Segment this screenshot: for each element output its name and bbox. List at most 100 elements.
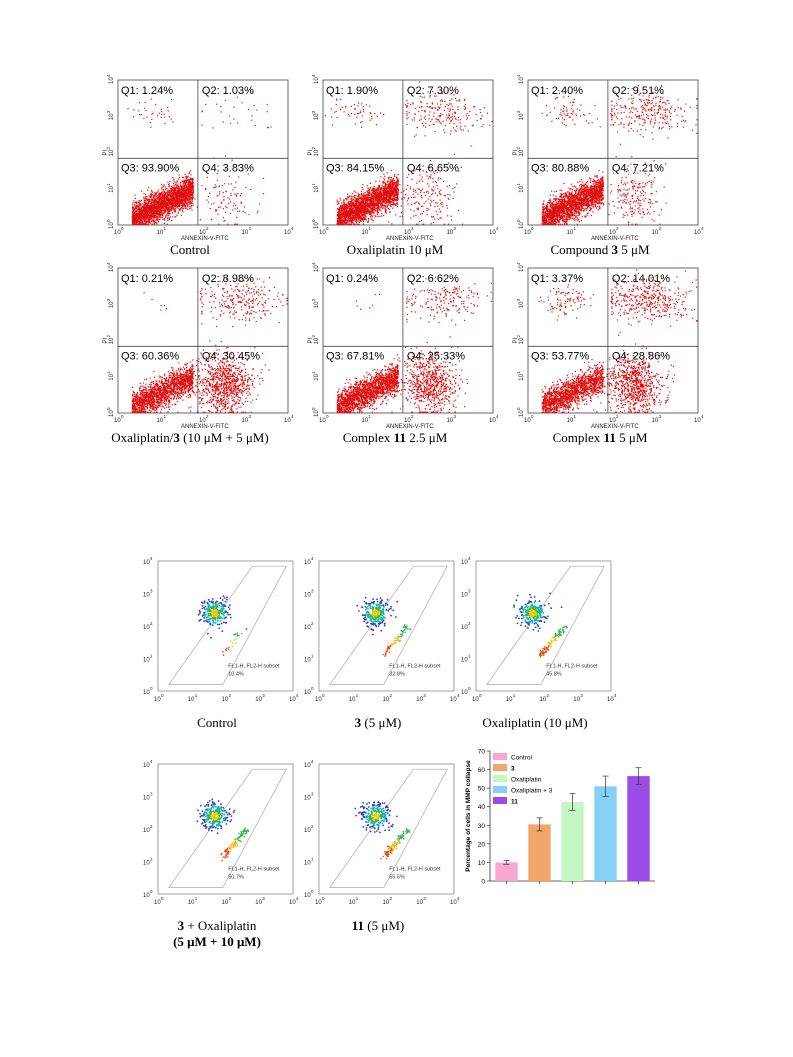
scatter-point xyxy=(186,192,188,194)
scatter-point xyxy=(191,186,193,188)
scatter-point xyxy=(182,206,184,208)
scatter-point xyxy=(158,214,160,217)
scatter-point xyxy=(361,103,363,105)
scatter-point xyxy=(136,201,138,203)
scatter-point xyxy=(215,209,217,211)
scatter-point xyxy=(361,193,363,195)
scatter-point xyxy=(171,99,173,101)
scatter-point xyxy=(169,213,171,215)
scatter-point xyxy=(440,113,442,115)
scatter-point xyxy=(156,210,158,212)
scatter-point xyxy=(187,176,189,178)
scatter-point xyxy=(151,214,153,216)
scatter-point xyxy=(178,208,180,210)
scatter-point xyxy=(262,193,265,195)
scatter-point xyxy=(342,215,344,217)
x-tick-exp: 0 xyxy=(121,226,124,231)
scatter-point xyxy=(183,203,185,205)
scatter-point xyxy=(349,209,351,211)
scatter-point xyxy=(155,212,158,215)
scatter-point xyxy=(350,216,352,218)
scatter-point xyxy=(361,211,363,213)
scatter-point xyxy=(149,210,152,212)
scatter-point xyxy=(142,203,144,205)
scatter-point xyxy=(153,215,155,217)
scatter-point xyxy=(174,205,176,207)
scatter-point xyxy=(171,192,174,194)
scatter-point xyxy=(344,206,346,208)
scatter-point xyxy=(358,102,360,104)
scatter-point xyxy=(177,204,179,206)
scatter-point xyxy=(182,176,184,178)
scatter-point xyxy=(155,217,157,219)
scatter-point xyxy=(138,205,140,207)
scatter-point xyxy=(178,200,181,202)
scatter-point xyxy=(169,206,172,208)
scatter-point xyxy=(361,198,363,200)
scatter-point xyxy=(177,192,179,194)
scatter-point xyxy=(439,115,441,117)
scatter-point xyxy=(370,203,372,205)
scatter-point xyxy=(168,190,170,192)
scatter-point xyxy=(354,113,356,115)
scatter-point xyxy=(369,105,371,107)
scatter-point xyxy=(359,215,361,217)
scatter-point xyxy=(183,191,185,193)
scatter-point xyxy=(133,222,135,224)
scatter-point xyxy=(391,169,393,171)
scatter-point xyxy=(158,213,160,215)
scatter-point xyxy=(184,179,186,181)
scatter-point xyxy=(189,188,191,190)
scatter-point xyxy=(180,200,182,202)
scatter-point xyxy=(189,195,191,197)
scatter-point xyxy=(176,214,178,216)
scatter-point xyxy=(341,211,343,213)
scatter-point xyxy=(161,214,163,216)
scatter-point xyxy=(247,173,249,175)
scatter-point xyxy=(476,119,478,121)
scatter-point xyxy=(357,192,359,194)
scatter-point xyxy=(157,202,159,204)
scatter-point xyxy=(167,197,169,199)
scatter-point xyxy=(446,104,448,106)
scatter-point xyxy=(181,185,183,187)
scatter-point xyxy=(190,205,192,207)
scatter-point xyxy=(161,200,163,202)
scatter-point xyxy=(367,187,369,189)
scatter-point xyxy=(187,194,189,196)
scatter-point xyxy=(357,206,359,208)
scatter-point xyxy=(136,203,138,205)
scatter-point xyxy=(234,186,236,189)
scatter-point xyxy=(177,186,179,188)
scatter-point xyxy=(388,195,390,197)
scatter-point xyxy=(160,192,163,194)
y-tick-label: 10 xyxy=(109,149,115,156)
scatter-point xyxy=(185,198,187,200)
scatter-point xyxy=(450,119,452,121)
scatter-point xyxy=(169,208,171,210)
scatter-point xyxy=(182,194,184,196)
scatter-point xyxy=(150,126,152,128)
scatter-point xyxy=(168,191,170,193)
scatter-point xyxy=(413,117,415,119)
scatter-point xyxy=(132,202,134,204)
scatter-point xyxy=(134,218,136,220)
scatter-point xyxy=(387,187,390,189)
scatter-point xyxy=(392,194,394,196)
scatter-point xyxy=(359,200,361,202)
scatter-point xyxy=(156,192,158,194)
scatter-point xyxy=(251,91,253,93)
scatter-point xyxy=(384,210,386,212)
scatter-point xyxy=(229,201,232,203)
scatter-point xyxy=(183,186,186,188)
scatter-point xyxy=(266,111,268,113)
scatter-point xyxy=(362,210,364,212)
scatter-point xyxy=(172,202,174,204)
scatter-point xyxy=(342,207,344,209)
scatter-point xyxy=(470,145,472,147)
scatter-point xyxy=(360,220,362,222)
scatter-point xyxy=(142,211,144,213)
scatter-point xyxy=(374,197,376,200)
scatter-point xyxy=(215,186,217,188)
scatter-point xyxy=(245,186,247,189)
